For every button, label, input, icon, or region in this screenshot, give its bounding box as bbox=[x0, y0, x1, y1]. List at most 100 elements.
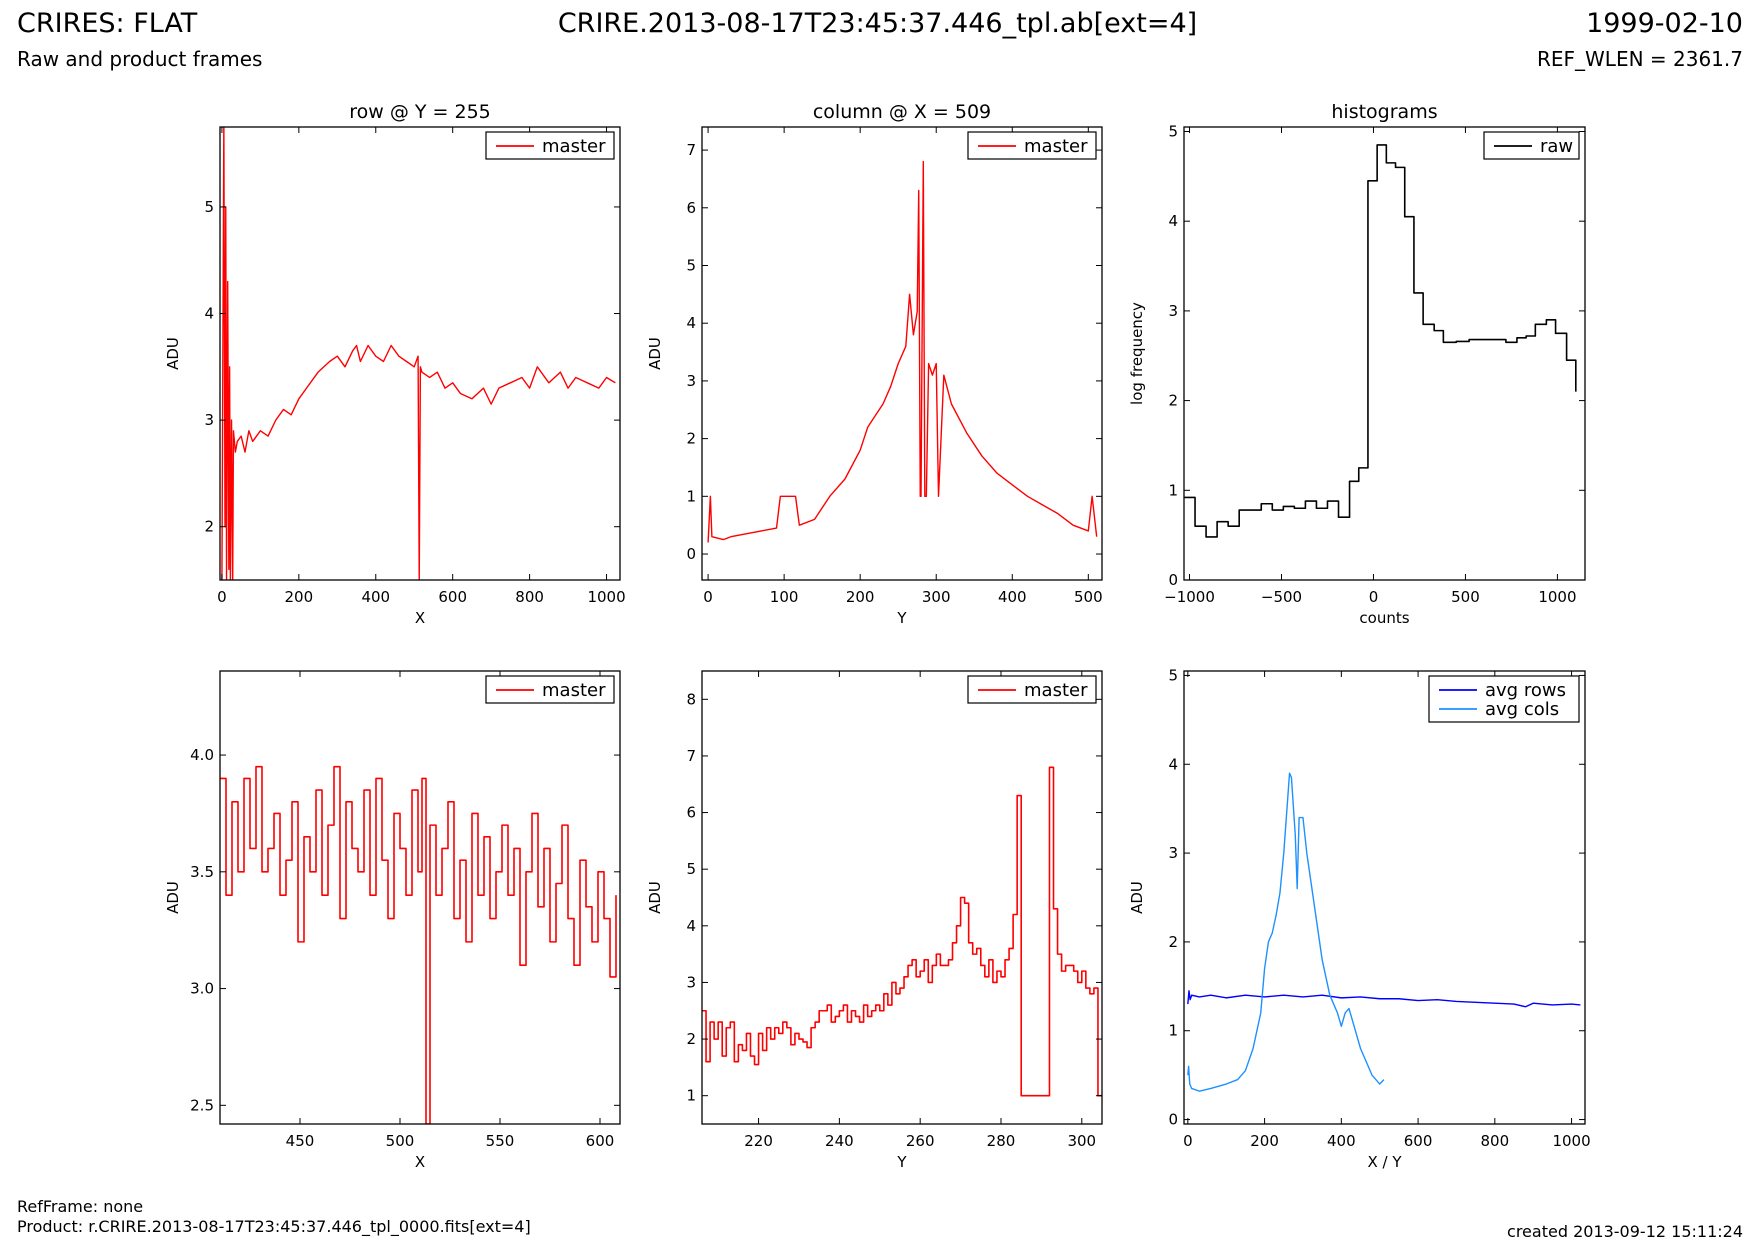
y-tick-label: 4 bbox=[1168, 212, 1178, 230]
y-tick-label: 2 bbox=[1168, 392, 1178, 410]
x-tick-label: 400 bbox=[1327, 1132, 1356, 1150]
y-tick-label: 1 bbox=[1168, 481, 1178, 499]
x-tick-label: 800 bbox=[515, 588, 544, 606]
chart-1: 0 200 400 600 800 1000 2 3 4 5 row @ Y = 255 X ADU ma… bbox=[164, 101, 626, 627]
legend: master bbox=[485, 131, 615, 160]
date-label: 1999-02-10 bbox=[1586, 8, 1743, 39]
legend-label: raw bbox=[1540, 136, 1573, 157]
x-tick-label: 200 bbox=[1250, 1132, 1279, 1150]
legend-label: master bbox=[1024, 680, 1088, 701]
x-tick-label: 550 bbox=[486, 1132, 515, 1150]
x-tick-label: −1000 bbox=[1164, 588, 1215, 606]
plot-frame bbox=[1183, 126, 1586, 581]
y-tick-label: 2 bbox=[686, 1030, 696, 1048]
x-tick-label: 500 bbox=[1451, 588, 1480, 606]
x-tick-label: 600 bbox=[586, 1132, 615, 1150]
legend: master bbox=[485, 675, 615, 704]
y-tick-label: 2.5 bbox=[190, 1096, 214, 1114]
y-tick-label: 1 bbox=[686, 487, 696, 505]
ref-frame-label: RefFrame: none bbox=[17, 1197, 144, 1216]
legend-box bbox=[1428, 675, 1580, 723]
y-tick-label: 0 bbox=[1168, 571, 1178, 589]
x-tick-label: 1000 bbox=[587, 588, 625, 606]
x-tick-label: 500 bbox=[386, 1132, 415, 1150]
y-tick-label: 6 bbox=[686, 199, 696, 217]
y-tick-label: 4 bbox=[686, 314, 696, 332]
chart-title: column @ X = 509 bbox=[813, 101, 991, 123]
y-tick-label: 7 bbox=[686, 747, 696, 765]
x-axis-label: X / Y bbox=[1367, 1153, 1402, 1171]
y-tick-label: 8 bbox=[686, 690, 696, 708]
y-tick-label: 3 bbox=[1168, 844, 1178, 862]
x-tick-label: 1000 bbox=[1552, 1132, 1590, 1150]
y-tick-label: 5 bbox=[686, 860, 696, 878]
y-axis-label: log frequency bbox=[1128, 302, 1146, 405]
y-tick-label: 1 bbox=[1168, 1022, 1178, 1040]
y-tick-label: 5 bbox=[1168, 122, 1178, 140]
legend-label: master bbox=[542, 136, 606, 157]
ref-wlen-label: REF_WLEN = 2361.7 bbox=[1536, 47, 1743, 71]
x-axis-label: Y bbox=[896, 609, 907, 627]
file-title: CRIRE.2013-08-17T23:45:37.446_tpl.ab[ext… bbox=[557, 8, 1198, 39]
y-tick-label: 3 bbox=[686, 372, 696, 390]
y-tick-label: 5 bbox=[204, 198, 214, 216]
chart-6: 0 200 400 600 800 1000 0 1 2 3 4 5 X / Y ADU avg rowsa… bbox=[1128, 666, 1591, 1171]
y-tick-label: 5 bbox=[1168, 666, 1178, 684]
legend: master bbox=[967, 675, 1097, 704]
x-tick-label: 200 bbox=[285, 588, 314, 606]
y-tick-label: 3 bbox=[1168, 302, 1178, 320]
x-tick-label: 260 bbox=[906, 1132, 935, 1150]
created-label: created 2013-09-12 15:11:24 bbox=[1507, 1222, 1743, 1241]
y-tick-label: 4 bbox=[204, 305, 214, 323]
x-tick-label: 600 bbox=[1404, 1132, 1433, 1150]
series-line-raw bbox=[1184, 144, 1577, 538]
y-tick-label: 0 bbox=[1168, 1111, 1178, 1129]
x-tick-label: 600 bbox=[438, 588, 467, 606]
y-tick-label: 3.0 bbox=[190, 980, 214, 998]
chart-title: row @ Y = 255 bbox=[349, 101, 491, 123]
plot-frame bbox=[701, 670, 1103, 1125]
x-tick-label: 0 bbox=[1369, 588, 1379, 606]
chart-4: 450 500 550 600 2.5 3.0 3.5 4.0 X ADU master bbox=[164, 670, 621, 1171]
x-axis-label: X bbox=[415, 1153, 425, 1171]
y-axis-label: ADU bbox=[646, 337, 664, 370]
series-line-master bbox=[221, 127, 616, 580]
x-tick-label: 800 bbox=[1481, 1132, 1510, 1150]
y-tick-label: 2 bbox=[686, 430, 696, 448]
y-tick-label: 4 bbox=[686, 917, 696, 935]
x-tick-label: 0 bbox=[1183, 1132, 1193, 1150]
x-tick-label: 400 bbox=[361, 588, 390, 606]
plot-frame bbox=[219, 670, 621, 1125]
chart-5: 220 240 260 280 300 1 2 3 4 5 6 7 8 Y ADU master bbox=[646, 670, 1103, 1171]
y-tick-label: 3.5 bbox=[190, 863, 214, 881]
legend: master bbox=[967, 131, 1097, 160]
y-tick-label: 5 bbox=[686, 256, 696, 274]
x-tick-label: 300 bbox=[1067, 1132, 1096, 1150]
x-tick-label: 0 bbox=[217, 588, 227, 606]
legend-label: master bbox=[542, 680, 606, 701]
y-tick-label: 0 bbox=[686, 545, 696, 563]
plot-frame bbox=[219, 126, 621, 581]
x-tick-label: 0 bbox=[703, 588, 713, 606]
x-tick-label: 500 bbox=[1074, 588, 1103, 606]
plot-frame bbox=[1183, 670, 1586, 1125]
series-line-master bbox=[707, 160, 1098, 543]
y-tick-label: 4.0 bbox=[190, 746, 214, 764]
x-tick-label: −500 bbox=[1261, 588, 1302, 606]
x-axis-label: X bbox=[415, 609, 425, 627]
y-axis-label: ADU bbox=[646, 881, 664, 914]
y-tick-label: 6 bbox=[686, 804, 696, 822]
series-line-avg-rows bbox=[1187, 990, 1581, 1008]
x-tick-label: 280 bbox=[987, 1132, 1016, 1150]
y-tick-label: 1 bbox=[686, 1087, 696, 1105]
chart-3: −1000 −500 0 500 1000 0 1 2 3 4 5 histograms counts l… bbox=[1128, 101, 1586, 627]
y-tick-label: 4 bbox=[1168, 755, 1178, 773]
y-tick-label: 3 bbox=[204, 411, 214, 429]
legend-label: avg rows bbox=[1485, 680, 1566, 701]
chart-title: histograms bbox=[1331, 101, 1437, 123]
y-tick-label: 7 bbox=[686, 141, 696, 159]
x-tick-label: 240 bbox=[825, 1132, 854, 1150]
page-subtitle: Raw and product frames bbox=[17, 47, 263, 71]
x-tick-label: 300 bbox=[922, 588, 951, 606]
